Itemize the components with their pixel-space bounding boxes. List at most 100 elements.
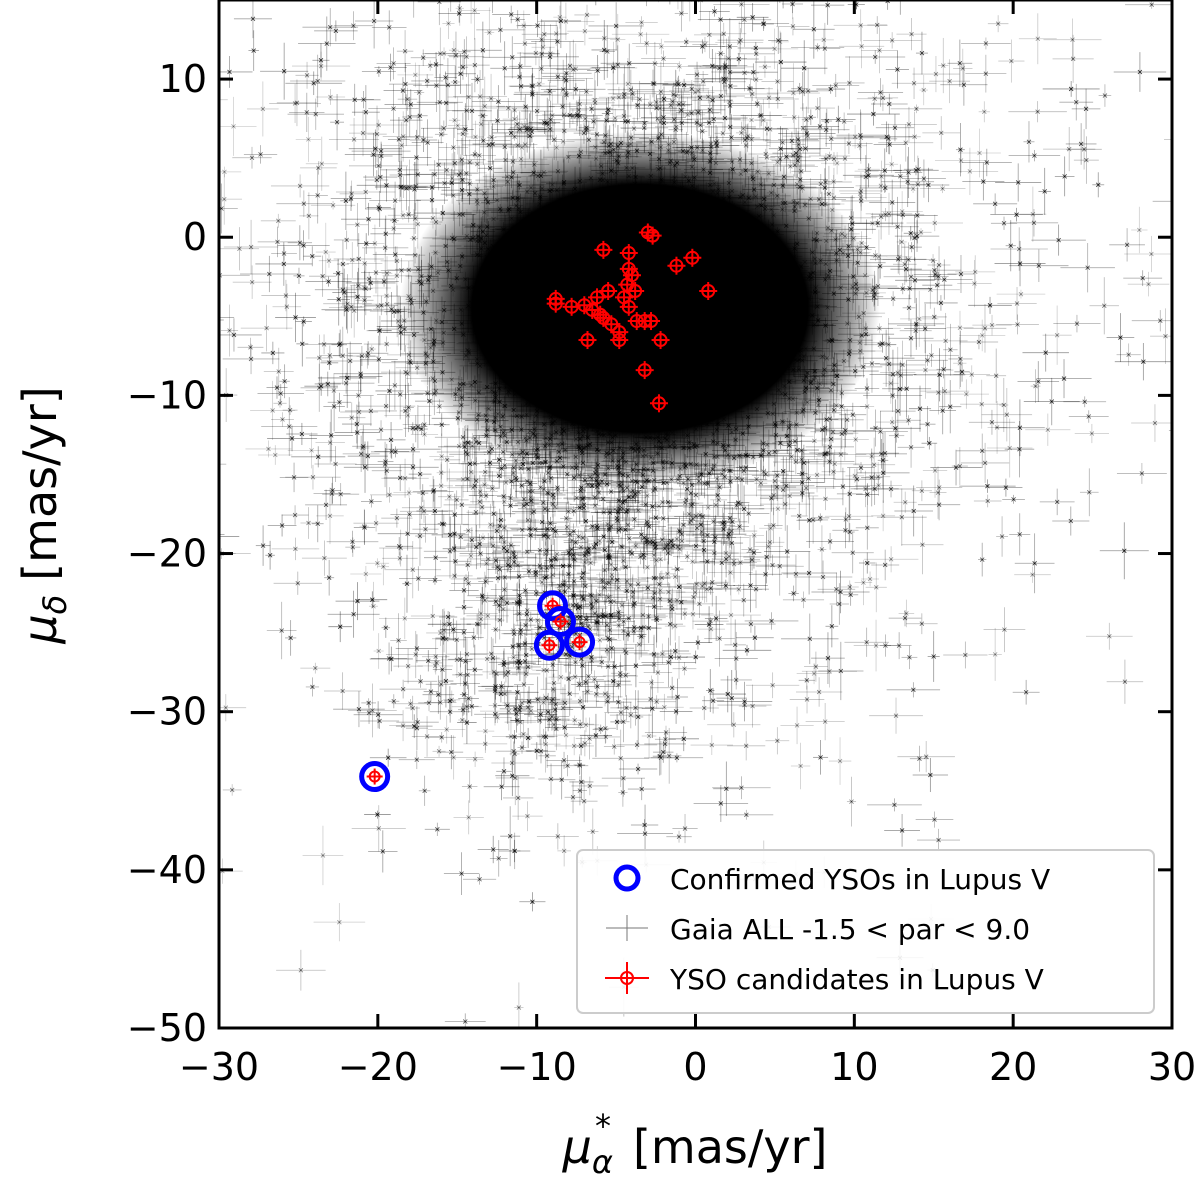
gaia-point [300, 662, 331, 674]
gaia-point [374, 53, 407, 82]
gaia-point [819, 136, 871, 181]
gaia-point [1018, 13, 1057, 65]
gaia-point [759, 491, 797, 527]
gaia-point [564, 662, 574, 696]
gaia-point [512, 801, 543, 832]
gaia-point [134, 222, 171, 260]
gaia-point [258, 445, 293, 465]
gaia-point [959, 479, 1016, 493]
y-tick-label: 10 [159, 57, 207, 101]
gaia-point [455, 139, 484, 185]
gaia-point [692, 36, 718, 53]
gaia-point [630, 80, 649, 118]
gaia-point [973, 494, 1002, 508]
gaia-point [818, 641, 864, 701]
gaia-point [266, 601, 297, 660]
gaia-point [513, 21, 537, 66]
gaia-point [737, 42, 775, 54]
gaia-point [260, 42, 309, 100]
x-axis-unit: [mas/yr] [633, 1120, 828, 1174]
gaia-point [323, 381, 345, 432]
gaia-point [515, 10, 532, 42]
gaia-point [314, 446, 357, 482]
gaia-point [821, 413, 841, 465]
gaia-point [901, 159, 946, 198]
gaia-point [884, 814, 920, 847]
gaia-point [503, 775, 534, 820]
gaia-point [383, 77, 423, 105]
gaia-point [406, 160, 463, 189]
gaia-point [405, 706, 428, 750]
gaia-point [348, 129, 402, 168]
gaia-point [543, 81, 556, 101]
gaia-point [641, 637, 696, 688]
gaia-point [273, 398, 287, 408]
gaia-point [1023, 377, 1080, 426]
gaia-point [604, 680, 633, 690]
legend-label-gaia: Gaia ALL -1.5 < par < 9.0 [670, 913, 1030, 946]
gaia-point [1012, 679, 1040, 705]
gaia-point [801, 654, 858, 688]
gaia-point [761, 63, 794, 100]
gaia-point [865, 192, 913, 235]
gaia-point [870, 229, 888, 284]
gaia-point [674, 0, 689, 32]
gaia-point [517, 741, 527, 754]
gaia-point [495, 750, 535, 806]
gaia-point [237, 337, 264, 357]
gaia-point [633, 593, 673, 603]
gaia-point [219, 173, 243, 225]
gaia-point [426, 619, 455, 647]
gaia-point [480, 691, 538, 731]
gaia-point [1008, 101, 1067, 123]
gaia-point [305, 677, 320, 697]
gaia-point [1152, 200, 1172, 202]
gaia-point [916, 479, 963, 496]
gaia-point [996, 289, 1046, 299]
gaia-point [574, 533, 597, 573]
gaia-point [591, 19, 618, 80]
gaia-point [1005, 220, 1016, 272]
gaia-point [307, 167, 328, 224]
gaia-point [243, 145, 278, 164]
gaia-point [416, 489, 454, 533]
gaia-point [604, 502, 651, 518]
gaia-point [550, 43, 601, 95]
gaia-point [334, 416, 380, 449]
gaia-point [869, 399, 921, 458]
gaia-point [1068, 410, 1109, 423]
gaia-point [896, 187, 938, 244]
y-tick-label: −10 [127, 373, 207, 417]
gaia-point [449, 577, 479, 604]
gaia-point [513, 97, 535, 156]
gaia-point [882, 242, 935, 277]
gaia-point [295, 116, 322, 162]
gaia-point [919, 74, 928, 106]
gaia-point [912, 55, 960, 93]
gaia-point [978, 101, 990, 123]
gaia-point [907, 354, 948, 366]
gaia-point [670, 97, 706, 133]
gaia-point [506, 581, 529, 626]
gaia-point [1079, 468, 1099, 517]
gaia-point [607, 69, 655, 110]
gaia-point [503, 1086, 523, 1113]
gaia-point [736, 3, 769, 32]
gaia-point [287, 432, 336, 469]
gaia-point [954, 362, 970, 382]
gaia-point [728, 80, 773, 98]
gaia-point [804, 651, 828, 682]
gaia-point [641, 679, 663, 739]
gaia-point [652, 736, 667, 776]
gaia-point [627, 777, 656, 801]
gaia-point [365, 170, 389, 190]
gaia-point [973, 193, 1018, 215]
gaia-point [720, 670, 752, 690]
gaia-point [342, 435, 380, 472]
gaia-point [788, 585, 799, 602]
gaia-point [417, 484, 429, 503]
gaia-point [116, 9, 159, 49]
gaia-point [340, 401, 379, 423]
gaia-point [919, 184, 966, 194]
